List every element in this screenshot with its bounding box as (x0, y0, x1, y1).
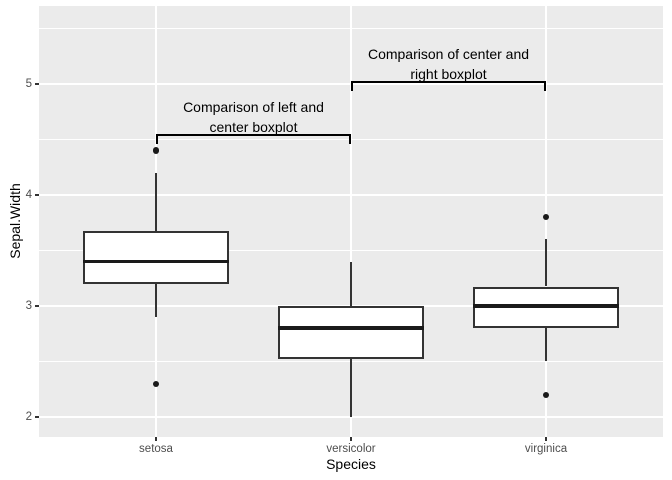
y-tick-mark (35, 416, 39, 418)
upper-whisker (545, 239, 547, 287)
significance-bracket-line (156, 133, 351, 136)
x-tick-label: virginica (524, 443, 568, 455)
significance-bracket-left-tick (351, 80, 353, 91)
outlier-dot (152, 380, 160, 387)
x-tick-label: versicolor (326, 443, 376, 455)
x-tick-mark (155, 437, 157, 441)
annotation-line2: center boxplot (209, 118, 298, 135)
annotation-line1: Comparison of left and (183, 98, 324, 115)
x-tick-mark (545, 437, 547, 441)
outlier-dot (152, 147, 160, 154)
outlier-dot (542, 213, 550, 221)
median-line (277, 326, 425, 330)
upper-whisker (155, 172, 157, 231)
annotation-line2: right boxplot (410, 65, 487, 82)
y-tick-label: 5 (25, 77, 32, 90)
lower-whisker (545, 328, 547, 362)
x-tick-label: setosa (139, 443, 173, 455)
lower-whisker (350, 358, 352, 417)
plot-panel (39, 6, 663, 437)
gridline-major-vertical (545, 6, 547, 437)
box (277, 305, 425, 359)
y-tick-label: 3 (25, 299, 32, 312)
median-line (82, 259, 230, 264)
outlier-dot (542, 391, 550, 399)
x-axis-title: Species (326, 456, 376, 472)
gridline-major-vertical (350, 6, 352, 437)
significance-bracket-right-tick (349, 133, 351, 144)
comparison-annotation-label: Comparison of left and center boxplot (114, 97, 394, 137)
y-tick-label: 4 (25, 188, 32, 201)
y-tick-label: 2 (25, 411, 32, 423)
y-tick-mark (35, 194, 39, 196)
y-tick-mark (35, 305, 39, 307)
comparison-annotation-label: Comparison of center and right boxplot (309, 44, 589, 84)
significance-bracket-left-tick (156, 133, 158, 144)
y-tick-mark (35, 83, 39, 85)
upper-whisker (350, 261, 352, 306)
significance-bracket-right-tick (544, 80, 546, 91)
annotation-line1: Comparison of center and (367, 45, 530, 62)
x-tick-mark (350, 437, 352, 441)
median-line (472, 304, 620, 308)
lower-whisker (155, 283, 157, 317)
significance-bracket-line (351, 80, 546, 83)
box (82, 230, 230, 284)
